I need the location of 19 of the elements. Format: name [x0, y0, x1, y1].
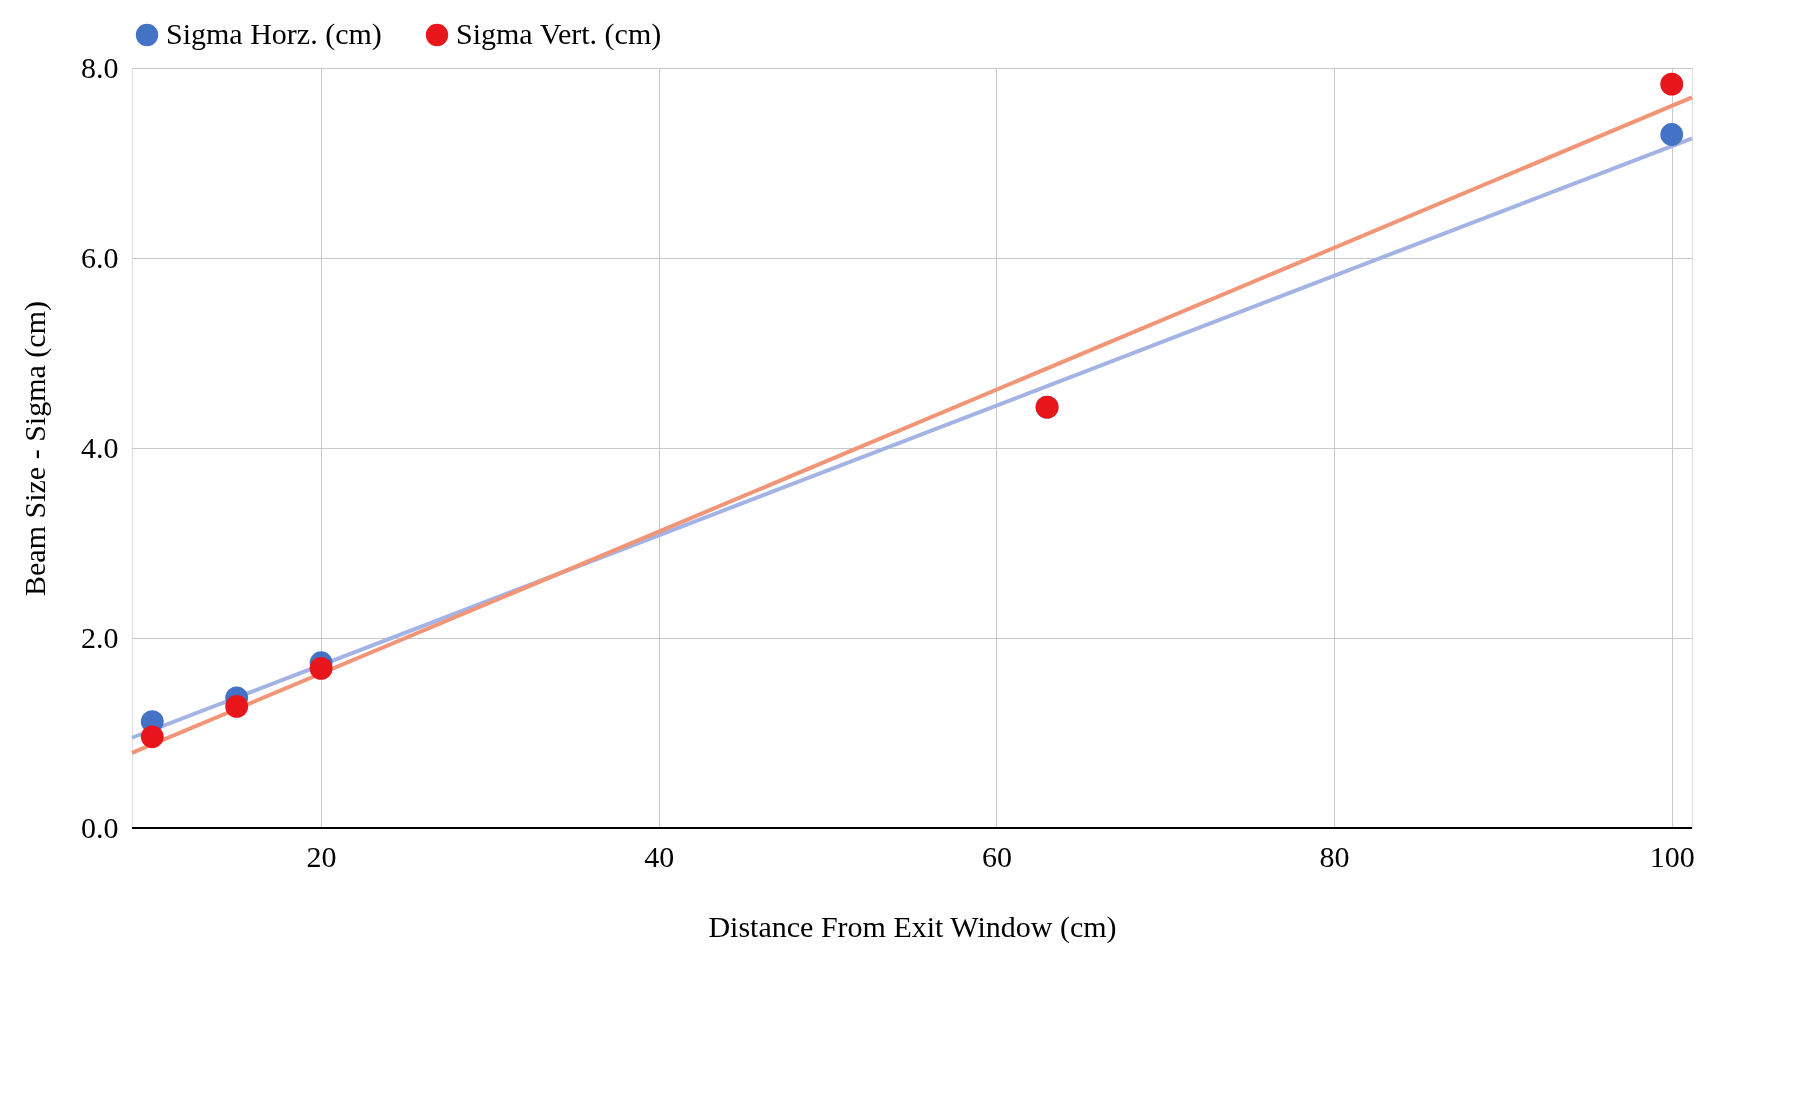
y-tick-label: 4.0: [81, 430, 119, 464]
x-tick-label: 20: [306, 839, 337, 873]
x-tick-label: 80: [1319, 839, 1350, 873]
y-tick-label: 2.0: [81, 620, 119, 654]
legend-label: Sigma Vert. (cm): [456, 17, 662, 51]
point: [225, 695, 249, 718]
point: [309, 657, 333, 680]
point: [1660, 123, 1684, 146]
x-tick-label: 60: [981, 839, 1012, 873]
point: [140, 725, 164, 749]
point: [1660, 72, 1684, 96]
y-tick-label: 6.0: [81, 240, 119, 274]
x-tick-label: 100: [1649, 839, 1695, 873]
y-tick-label: 8.0: [81, 50, 119, 84]
x-tick-label: 40: [644, 839, 675, 873]
legend-label: Sigma Horz. (cm): [166, 17, 382, 51]
x-axis-title: Distance From Exit Window (cm): [708, 909, 1117, 944]
y-tick-label: 0.0: [81, 810, 119, 844]
y-axis-title: Beam Size - Sigma (cm): [18, 301, 52, 596]
